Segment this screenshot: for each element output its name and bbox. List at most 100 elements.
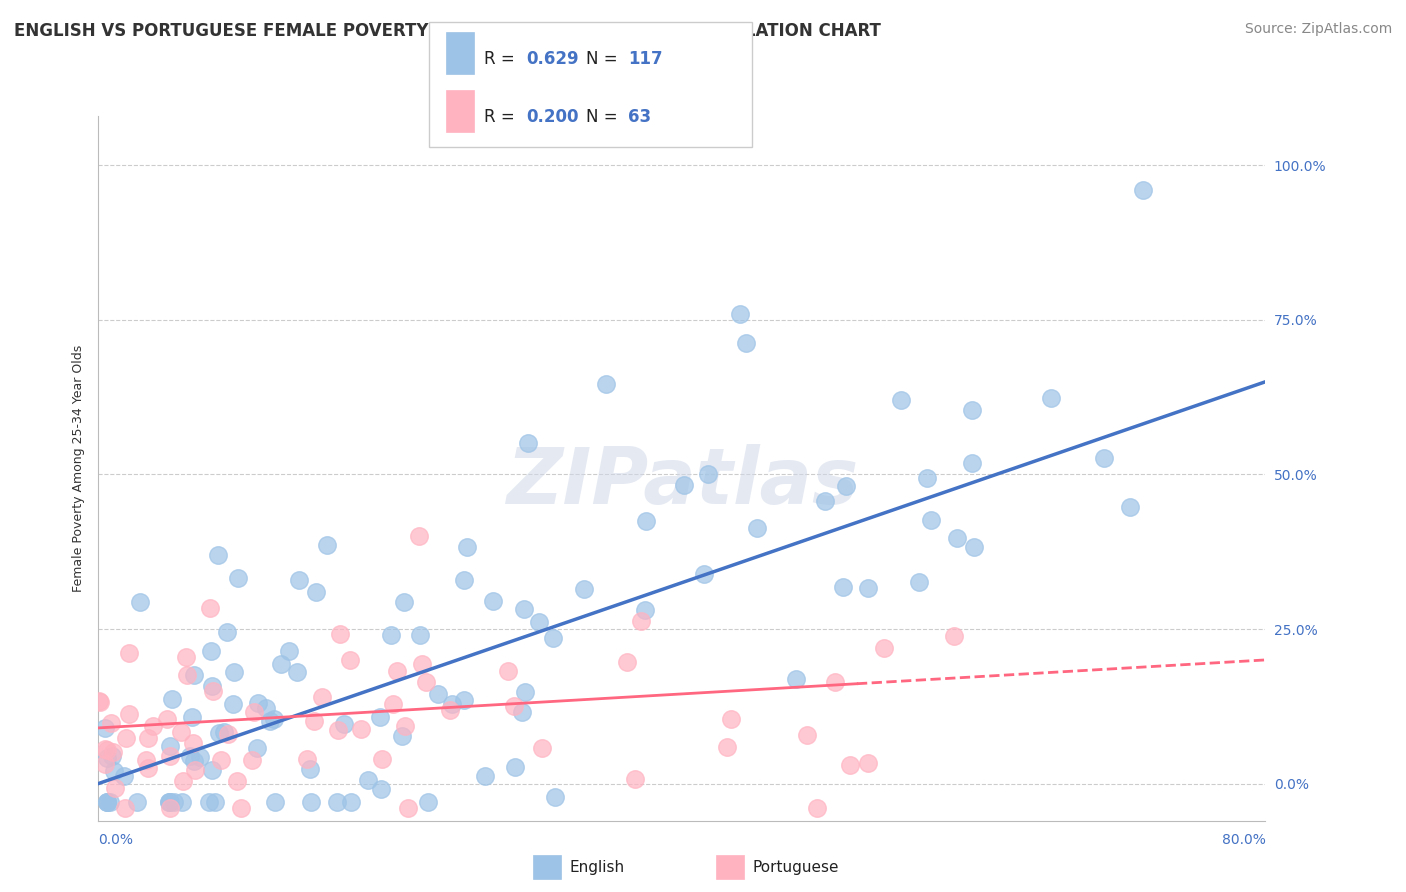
Point	[170, 725, 193, 739]
Point	[634, 515, 657, 529]
Point	[136, 761, 159, 775]
Point	[288, 573, 311, 587]
Text: 0.200: 0.200	[526, 108, 578, 126]
Point	[100, 716, 122, 731]
Point	[100, 748, 122, 763]
Point	[503, 699, 526, 714]
Point	[391, 729, 413, 743]
Point	[96, 750, 118, 764]
Point	[890, 393, 912, 408]
Point	[217, 726, 239, 740]
Point	[174, 649, 197, 664]
Point	[89, 695, 111, 709]
Point	[1119, 500, 1142, 514]
Text: R =: R =	[484, 50, 520, 68]
Point	[159, 801, 181, 815]
Point	[114, 801, 136, 815]
Point	[103, 764, 125, 779]
Point	[856, 582, 879, 596]
Point	[183, 736, 205, 750]
Point	[370, 781, 392, 796]
Point	[311, 690, 333, 705]
Point	[456, 541, 478, 555]
Point	[209, 754, 232, 768]
Point	[630, 615, 652, 629]
Point	[839, 758, 862, 772]
Point	[136, 731, 159, 745]
Text: 117: 117	[628, 50, 664, 68]
Point	[179, 749, 201, 764]
Text: 0.629: 0.629	[526, 50, 578, 68]
Point	[226, 571, 249, 585]
Point	[204, 795, 226, 809]
Point	[201, 763, 224, 777]
Point	[531, 741, 554, 756]
Point	[806, 801, 828, 815]
Point	[411, 657, 433, 671]
Text: 63: 63	[628, 108, 651, 126]
Point	[1132, 183, 1154, 197]
Point	[544, 789, 567, 804]
Point	[1092, 451, 1115, 466]
Point	[734, 335, 756, 350]
Point	[720, 712, 742, 726]
Point	[156, 712, 179, 726]
Text: 0.0%: 0.0%	[98, 833, 134, 847]
Text: N =: N =	[586, 108, 623, 126]
Point	[217, 624, 239, 639]
Point	[224, 665, 246, 680]
Text: 80.0%: 80.0%	[1222, 833, 1265, 847]
Point	[908, 574, 931, 589]
Point	[101, 745, 124, 759]
Text: ZIPatlas: ZIPatlas	[506, 444, 858, 520]
Point	[305, 585, 328, 599]
Point	[125, 795, 148, 809]
Point	[409, 628, 432, 642]
Point	[370, 710, 392, 724]
Point	[962, 456, 984, 470]
Point	[118, 646, 141, 660]
Point	[163, 795, 186, 809]
Point	[730, 307, 752, 321]
Point	[942, 629, 965, 643]
Point	[426, 687, 449, 701]
Point	[595, 377, 617, 392]
Point	[299, 795, 322, 809]
Point	[834, 479, 856, 493]
Point	[332, 717, 354, 731]
Point	[408, 529, 430, 543]
Point	[115, 731, 138, 745]
Point	[188, 750, 211, 764]
Point	[785, 672, 807, 686]
Point	[381, 698, 404, 712]
Point	[856, 756, 879, 770]
Point	[394, 719, 416, 733]
Point	[96, 795, 118, 809]
Point	[697, 467, 720, 482]
Point	[496, 664, 519, 678]
Point	[529, 615, 551, 630]
Point	[340, 795, 363, 809]
Point	[371, 752, 394, 766]
Point	[240, 753, 263, 767]
Text: Portuguese: Portuguese	[752, 860, 839, 874]
Point	[170, 795, 193, 809]
Point	[1039, 391, 1062, 405]
Point	[716, 739, 738, 754]
Text: English: English	[569, 860, 624, 874]
Point	[287, 665, 309, 680]
Text: ENGLISH VS PORTUGUESE FEMALE POVERTY AMONG 25-34 YEAR OLDS CORRELATION CHART: ENGLISH VS PORTUGUESE FEMALE POVERTY AMO…	[14, 22, 882, 40]
Point	[481, 593, 503, 607]
Point	[745, 521, 768, 535]
Point	[453, 692, 475, 706]
Point	[453, 574, 475, 588]
Point	[183, 763, 205, 777]
Point	[385, 664, 408, 678]
Point	[208, 726, 231, 740]
Point	[202, 684, 225, 698]
Point	[946, 532, 969, 546]
Point	[326, 723, 349, 738]
Point	[440, 697, 463, 711]
Point	[295, 752, 318, 766]
Point	[616, 656, 638, 670]
